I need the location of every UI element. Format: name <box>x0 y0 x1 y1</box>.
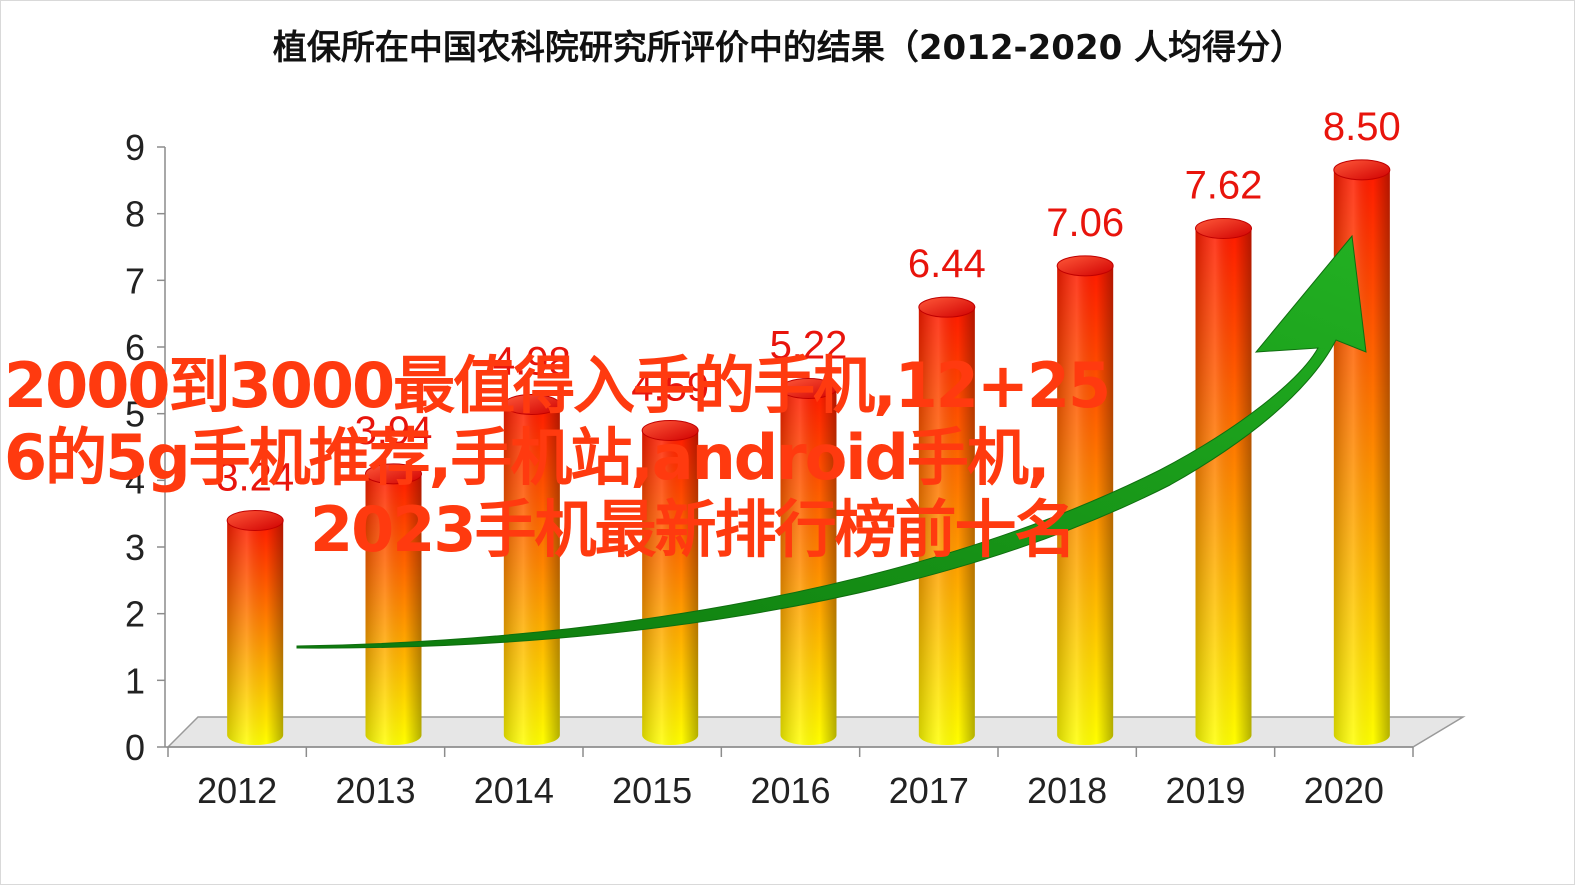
data-label: 8.50 <box>1323 105 1401 149</box>
x-tick-label: 2014 <box>474 770 554 811</box>
y-tick-label: 4 <box>125 460 145 501</box>
bar-shading <box>227 520 284 745</box>
bar-shading <box>365 473 422 745</box>
bar <box>780 378 837 745</box>
bar-cap <box>226 510 284 531</box>
x-tick-label: 2020 <box>1304 770 1384 811</box>
x-tick-label: 2012 <box>197 770 277 811</box>
bar-cap <box>1056 255 1114 277</box>
data-label: 4.59 <box>631 366 709 410</box>
chart-title: 植保所在中国农科院研究所评价中的结果（2012-2020 人均得分） <box>272 28 1305 68</box>
data-label: 7.62 <box>1185 164 1263 208</box>
bar <box>503 394 561 745</box>
y-tick-label: 8 <box>125 194 145 235</box>
x-tick-label: 2016 <box>750 770 830 811</box>
y-tick-label: 3 <box>125 527 145 568</box>
bar-cap <box>1195 218 1252 239</box>
bar <box>1195 218 1252 745</box>
y-tick-label: 5 <box>125 394 145 435</box>
data-label: 5.22 <box>770 324 848 368</box>
bar-cap <box>918 296 976 318</box>
bar <box>226 510 284 745</box>
bar-shading <box>918 307 975 745</box>
x-tick-label: 2017 <box>889 770 969 811</box>
data-label: 7.06 <box>1046 201 1124 245</box>
y-tick-label: 1 <box>125 660 145 701</box>
y-tick-label: 6 <box>125 327 145 368</box>
bar <box>641 420 699 745</box>
x-tick-label: 2013 <box>335 770 415 811</box>
bar-shading <box>780 388 837 745</box>
data-label: 6.44 <box>908 242 986 286</box>
data-label: 4.98 <box>493 340 571 384</box>
bar-shading <box>503 404 560 745</box>
y-tick-label: 9 <box>125 127 145 168</box>
data-label: 3.94 <box>355 409 433 453</box>
bar <box>365 463 422 745</box>
bar-cap <box>641 420 699 441</box>
bar-cap <box>503 394 561 415</box>
y-tick-label: 2 <box>125 594 145 635</box>
bar <box>918 296 976 745</box>
x-tick-label: 2018 <box>1027 770 1107 811</box>
data-label: 3.24 <box>216 456 294 500</box>
bar-shading <box>1195 228 1252 745</box>
trend-arrow <box>296 234 1367 649</box>
bar-cap <box>1333 159 1391 181</box>
x-tick-label: 2015 <box>612 770 692 811</box>
bar-cap <box>780 378 837 399</box>
bar-shading <box>642 430 699 745</box>
x-tick-label: 2019 <box>1165 770 1245 811</box>
y-tick-label: 0 <box>125 727 145 768</box>
y-tick-label: 7 <box>125 260 145 301</box>
bar-cap <box>365 463 422 485</box>
